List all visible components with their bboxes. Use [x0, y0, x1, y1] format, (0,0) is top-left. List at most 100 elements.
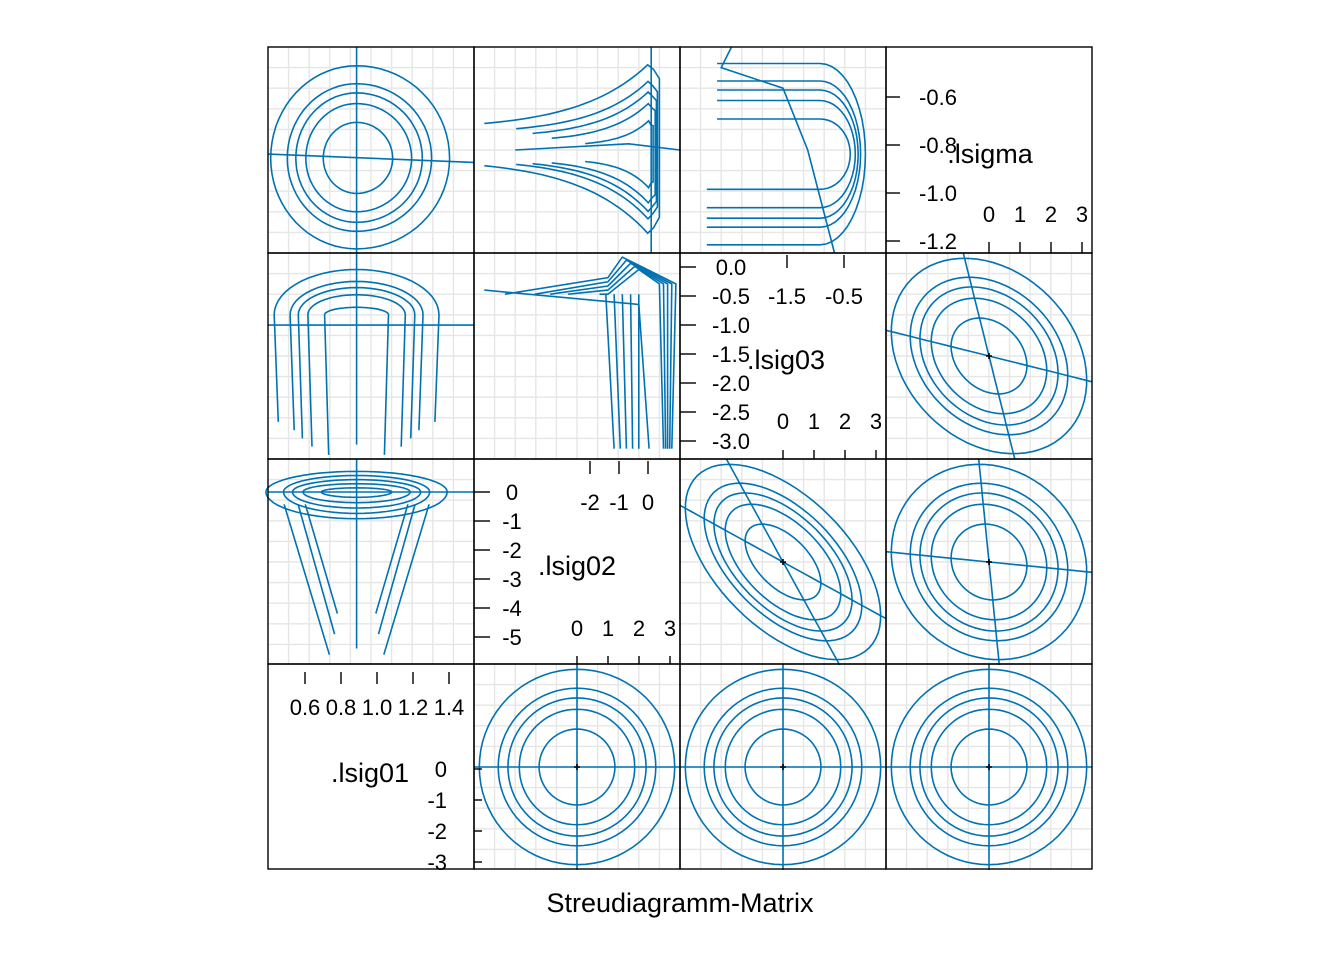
- lsig01-tick-label: 1.0: [362, 695, 393, 720]
- lsig01-lsig02-contour-leg: [283, 504, 331, 655]
- lsig02-lsig03-contour-tail: [621, 294, 628, 449]
- lsig02-lsigma-contour-5: [484, 63, 661, 235]
- label-layer: .lsig01 .lsig02 .lsig03 .lsigma: [331, 139, 1034, 788]
- lsig02-zeta-tick-label: 1: [602, 616, 614, 641]
- lsig03-tick-label: -1.5: [768, 284, 806, 309]
- lsig03-lsig01-contour-5: [684, 668, 882, 866]
- lsig03-lsig01-contour-4: [703, 687, 863, 847]
- lsig03-lsigma-contour-2: [706, 99, 857, 209]
- lsig03-lsig02-contour-3: [713, 492, 853, 632]
- lsig03-tick-label: -0.5: [825, 284, 863, 309]
- lsig02-lsigma-contour-2: [551, 102, 656, 205]
- lsig02-lsig03-profile-trace: [484, 289, 650, 449]
- lsigma-lsig01-estimate-marker: [986, 764, 992, 770]
- lsigma-lsig03-estimate-marker: [986, 353, 992, 359]
- lsig03-lower-tick-label: -0.5: [712, 284, 750, 309]
- lsigma-lsig03-contour-2: [930, 297, 1048, 415]
- lsig02-lsig03-contour-3: [550, 262, 669, 449]
- lsigma-tick-label: 3: [1076, 202, 1088, 227]
- lsig03-lsig01-estimate-marker: [780, 764, 786, 770]
- lsigma-lsig01-contour-1: [950, 728, 1028, 806]
- lsig02-tick-label: -2: [580, 490, 600, 515]
- lsig01-lsig02-contour-leg: [304, 504, 339, 614]
- lsig03-lsigma-contour-3: [706, 89, 860, 219]
- lsig01-lsigma-contour-3: [294, 92, 424, 224]
- lsigma-lsig03-contour-3: [919, 286, 1059, 426]
- lsig02-lower-tick-label: -1: [502, 509, 522, 534]
- lsig02-lsig03-contour-tail: [605, 294, 615, 449]
- lsig03-lower-tick-label: -2.0: [712, 371, 750, 396]
- lsigma-lsig01-contour-2: [930, 708, 1048, 826]
- lsigma-lsig02-contour-2: [930, 503, 1048, 621]
- frame-layer: [267, 46, 1093, 870]
- lsig03-zeta-tick-label: 0: [777, 409, 789, 434]
- lsigma-lsig02-contour-5: [890, 463, 1088, 661]
- lsig02-lower-tick-label: 0: [506, 480, 518, 505]
- lsig02-tick-label: 0: [642, 490, 654, 515]
- lsig03-lower-tick-label: -2.5: [712, 400, 750, 425]
- lsig02-zeta-tick-label: 2: [633, 616, 645, 641]
- lsigma-lsig02-contour-3: [919, 492, 1059, 632]
- lsigma-lsig03-contour-4: [909, 276, 1069, 436]
- lsig02-lsig01-contour-5: [478, 668, 676, 866]
- lsig03-lower-tick-label: -3.0: [712, 429, 750, 454]
- lsig01-lsigma-profile-trace: [267, 153, 475, 164]
- lsigma-lsig01-contour-3: [919, 697, 1059, 837]
- lsig02-lower-tick-label: -5: [502, 625, 522, 650]
- lsig03-lsig01-contour-3: [713, 697, 853, 837]
- lsigma-lsig03-contour-5: [890, 257, 1088, 455]
- lsig01-lsig02-contour-leg: [383, 504, 430, 655]
- lsig01-tick-label: 0.6: [290, 695, 321, 720]
- lsigma-lower-tick-label: -0.6: [919, 85, 957, 110]
- lsig03-lower-tick-label: -1.5: [712, 342, 750, 367]
- lsig03-lsigma-contour-5: [706, 62, 867, 246]
- lsig03-zeta-tick-label: 1: [808, 409, 820, 434]
- lsig02-lsig03-contour-4: [534, 259, 673, 449]
- lsig03-lower-tick-label: 0.0: [716, 255, 747, 280]
- lsig03-lsigma-contour-4: [706, 80, 862, 228]
- lsig01-tick-label: 1.2: [398, 695, 429, 720]
- lsigma-tick-label: 1: [1014, 202, 1026, 227]
- lsig01-lsig02-contour-5: [265, 470, 448, 520]
- lsig03-lsig02-contour-4: [703, 482, 863, 642]
- lsig02-lsig01-estimate-marker: [574, 764, 580, 770]
- lsig01-lsigma-contour-2: [304, 102, 413, 213]
- lsig01-lsig02-contour-leg: [375, 504, 409, 614]
- lsigma-lsig02-contour-1: [950, 523, 1028, 601]
- lsig02-lsig01-contour-4: [497, 687, 657, 847]
- lsig02-lower-tick-label: -3: [502, 567, 522, 592]
- lsigma-lower-tick-label: -0.8: [919, 133, 957, 158]
- lsigma-tick-label: 0: [983, 202, 995, 227]
- lsig01-zeta-tick-label: 0: [435, 757, 447, 782]
- lsig02-lsigma-profile-trace: [515, 142, 681, 151]
- lsig01-lsigma-contour-4: [286, 82, 433, 233]
- lsig01-zeta-tick-label: -2: [427, 819, 447, 844]
- lsigma-lsig01-contour-4: [909, 687, 1069, 847]
- lsig03-zeta-tick-label: 3: [870, 409, 882, 434]
- lsig01-lsigma-contour-5: [269, 64, 451, 250]
- lsig01-zeta-tick-label: -3: [427, 850, 447, 875]
- lsig01-lsig02-contour-leg: [297, 504, 336, 635]
- lsig02-lsig01-contour-1: [538, 728, 616, 806]
- lsig01-zeta-tick-label: -1: [427, 788, 447, 813]
- lsig02-lower-tick-label: -4: [502, 596, 522, 621]
- lsig02-lsig01-contour-3: [507, 697, 647, 837]
- lsig02-lsigma-contour-4: [516, 80, 659, 220]
- variable-label-lsig02: .lsig02: [538, 551, 616, 581]
- variable-label-lsigma: .lsigma: [947, 139, 1034, 169]
- lsig03-lsig02-contour-1: [744, 523, 822, 601]
- contour-layer: [265, 46, 1093, 870]
- lsig02-lsigma-contour-3: [532, 90, 658, 213]
- lsig03-lower-tick-label: -1.0: [712, 313, 750, 338]
- lsig02-zeta-tick-label: 3: [664, 616, 676, 641]
- lsig02-lsig03-contour-5: [504, 256, 677, 449]
- lsig03-lsig01-contour-2: [724, 708, 842, 826]
- variable-label-lsig03: .lsig03: [747, 345, 825, 375]
- lsig03-zeta-tick-label: 2: [839, 409, 851, 434]
- lsig02-lsig03-contour-tail: [629, 294, 634, 449]
- x-axis-label: Streudiagramm-Matrix: [546, 888, 814, 918]
- lsig03-lsig02-contour-5: [684, 463, 882, 661]
- lsig03-lsig01-contour-1: [744, 728, 822, 806]
- lsig02-tick-label: -1: [609, 490, 629, 515]
